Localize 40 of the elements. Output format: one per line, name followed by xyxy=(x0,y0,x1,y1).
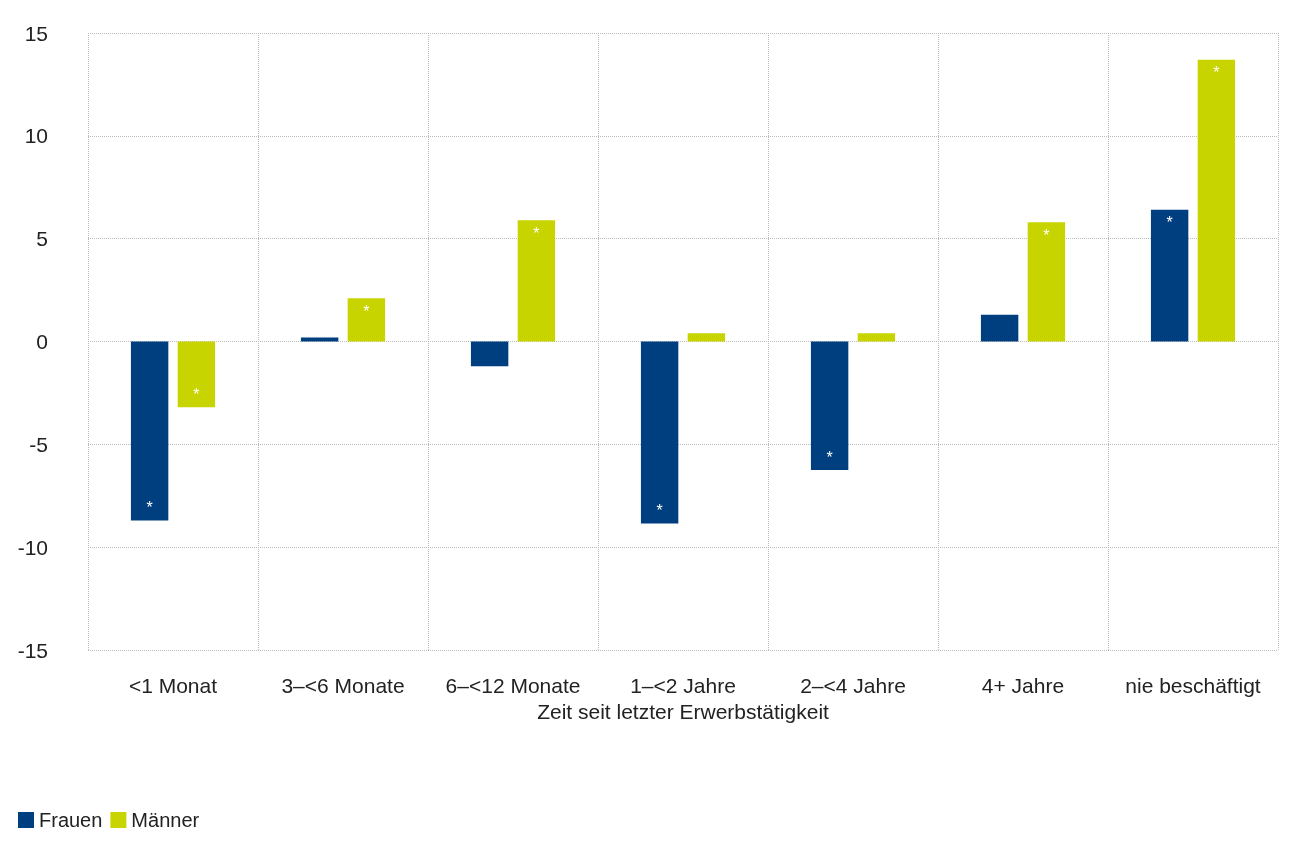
data-label: * xyxy=(146,498,153,516)
x-tick-label: nie beschäftigt xyxy=(1125,674,1261,697)
x-axis-title: Zeit seit letzter Erwerbstätigkeit xyxy=(537,699,830,723)
data-label: * xyxy=(533,224,540,242)
data-label: * xyxy=(826,448,833,466)
data-label: * xyxy=(1213,64,1220,82)
x-tick-label: 3–<6 Monate xyxy=(281,674,405,697)
legend-label: Frauen xyxy=(39,809,103,831)
bar xyxy=(470,341,509,367)
data-label: * xyxy=(1166,214,1173,232)
bar xyxy=(1150,209,1189,342)
x-tick-label: 4+ Jahre xyxy=(981,674,1065,697)
x-tick-label: 1–<2 Jahre xyxy=(630,674,736,697)
bar xyxy=(980,314,1019,342)
x-tick-label: 6–<12 Monate xyxy=(445,674,581,697)
x-tick-label: 2–<4 Jahre xyxy=(800,674,906,697)
bar xyxy=(810,341,849,471)
bar xyxy=(1027,222,1066,342)
x-tick-label: <1 Monat xyxy=(128,674,218,697)
bar xyxy=(177,341,216,408)
data-label: * xyxy=(1043,226,1050,244)
y-tick-label: 15 xyxy=(24,21,48,45)
y-tick-label: -5 xyxy=(29,432,48,456)
y-tick-label: 10 xyxy=(24,124,48,148)
data-label: * xyxy=(193,385,200,403)
y-tick-label: -15 xyxy=(17,638,48,662)
y-tick-label: -10 xyxy=(17,535,48,559)
bar xyxy=(347,298,386,342)
data-label: * xyxy=(363,302,370,320)
data-label: * xyxy=(656,502,663,520)
bar xyxy=(687,333,726,342)
legend-label: Männer xyxy=(131,809,200,831)
bar xyxy=(1197,59,1236,342)
bar xyxy=(300,337,339,342)
y-tick-label: 5 xyxy=(36,227,48,251)
bar xyxy=(857,333,896,342)
bar xyxy=(640,341,679,524)
bar xyxy=(517,220,556,342)
y-tick-label: 0 xyxy=(36,330,48,353)
bar xyxy=(130,341,169,521)
